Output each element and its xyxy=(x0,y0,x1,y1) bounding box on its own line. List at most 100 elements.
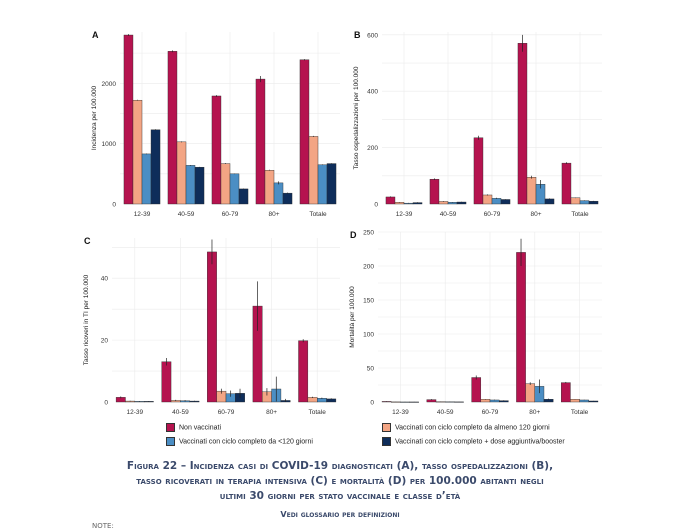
x-tick-label: Totale xyxy=(309,409,327,416)
x-tick-label: 12-39 xyxy=(396,211,413,218)
bar xyxy=(307,397,318,403)
bar xyxy=(391,401,401,403)
x-tick-label: 80+ xyxy=(529,409,540,416)
bar xyxy=(299,59,310,205)
bar xyxy=(473,137,484,205)
bar xyxy=(471,377,482,403)
legend-label-vaccinati-lt120: Vaccinati con ciclo completo da <120 gio… xyxy=(179,438,313,446)
y-tick-label: 0 xyxy=(374,202,378,209)
bar xyxy=(409,401,419,403)
panel-c: C 0 20 40 Tasso ricoveri in TI per 100.000 12… xyxy=(83,236,340,416)
bar xyxy=(561,162,572,205)
x-tick-label: Totale xyxy=(309,211,327,218)
y-tick-label: 150 xyxy=(363,298,374,305)
y-tick-label: 50 xyxy=(367,366,375,373)
x-tick-label: Totale xyxy=(571,211,589,218)
bar xyxy=(255,78,266,205)
bar xyxy=(561,382,571,403)
x-tick-label: 80+ xyxy=(268,211,279,218)
y-axis-label: Mortalità per 100.000 xyxy=(349,286,356,348)
panel-a: A 0 1000 2000 Incidenza per 100.000 12-39 40-5… xyxy=(91,30,340,218)
bar xyxy=(482,194,493,205)
legend-label-vaccinati-120: Vaccinati con ciclo completo da almeno 1… xyxy=(395,424,550,432)
x-tick-label: 60-79 xyxy=(218,409,235,416)
bar xyxy=(570,399,580,403)
figure-caption: Figura 22 – Incidenza casi di COVID-19 d… xyxy=(60,459,620,504)
legend-item-booster: Vaccinati con ciclo completo + dose aggi… xyxy=(382,437,565,446)
y-tick-label: 100 xyxy=(363,332,374,339)
bar xyxy=(141,153,152,205)
bar xyxy=(211,95,222,205)
legend-item-non-vaccinati: Non vaccinati xyxy=(166,423,221,432)
legend-swatch-booster xyxy=(382,437,391,446)
bar xyxy=(194,166,205,205)
legend-swatch-non-vaccinati xyxy=(166,423,175,432)
y-tick-label: 0 xyxy=(370,400,374,407)
bar xyxy=(454,401,464,403)
legend-swatch-vaccinati-lt120 xyxy=(166,437,175,446)
caption-line-2: tasso ricoverati in terapia intensiva (C… xyxy=(136,475,544,487)
bar xyxy=(229,173,240,205)
bar xyxy=(516,252,526,403)
x-tick-label: 40-59 xyxy=(437,409,454,416)
y-tick-label: 2000 xyxy=(102,81,117,88)
panel-letter: D xyxy=(350,230,357,240)
y-tick-label: 20 xyxy=(101,338,109,345)
x-tick-label: 40-59 xyxy=(440,211,457,218)
bar xyxy=(525,383,536,403)
bar xyxy=(264,170,275,205)
y-tick-label: 250 xyxy=(363,230,374,237)
bar xyxy=(326,163,337,205)
bar xyxy=(282,192,293,205)
y-tick-label: 1000 xyxy=(102,141,117,148)
bar xyxy=(400,401,410,403)
x-tick-label: 60-79 xyxy=(484,211,501,218)
panel-b: B 0 200 400 600 Tasso ospedalizzazioni per 10… xyxy=(353,30,602,218)
panel-letter: A xyxy=(92,30,99,40)
x-tick-label: 80+ xyxy=(530,211,541,218)
bar xyxy=(238,188,249,205)
y-tick-label: 40 xyxy=(101,276,109,283)
bar xyxy=(317,164,328,205)
x-tick-label: 12-39 xyxy=(392,409,409,416)
bar xyxy=(185,165,196,205)
bar xyxy=(588,200,599,205)
bar xyxy=(298,340,309,403)
y-tick-label: 200 xyxy=(367,145,378,152)
y-tick-label: 200 xyxy=(363,264,374,271)
x-tick-label: Totale xyxy=(571,409,589,416)
bar xyxy=(308,136,319,205)
legend-swatch-vaccinati-120 xyxy=(382,423,391,432)
bar xyxy=(570,197,581,205)
bar xyxy=(150,129,161,205)
bar xyxy=(456,201,467,205)
bar xyxy=(385,196,396,205)
caption-line-1: Figura 22 – Incidenza casi di COVID-19 d… xyxy=(126,460,554,472)
bar xyxy=(176,141,187,205)
panel-letter: B xyxy=(354,30,361,40)
bar xyxy=(491,198,502,205)
bar xyxy=(579,399,589,403)
bar xyxy=(132,99,143,205)
bar xyxy=(517,43,528,205)
legend-item-vaccinati-120: Vaccinati con ciclo completo da almeno 1… xyxy=(382,423,550,432)
panel-d: D 0 50 100 150 200 250 Mortalità per 100.000 12-… xyxy=(349,230,602,416)
bar xyxy=(207,251,217,403)
bar xyxy=(588,400,599,403)
legend-item-vaccinati-lt120: Vaccinati con ciclo completo da <120 gio… xyxy=(166,437,313,446)
y-tick-label: 400 xyxy=(367,89,378,96)
x-tick-label: 60-79 xyxy=(222,211,239,218)
y-axis-label: Tasso ospedalizzazioni per 100.000 xyxy=(353,66,360,169)
y-tick-label: 600 xyxy=(367,32,378,39)
bar xyxy=(544,198,555,205)
bar xyxy=(429,178,440,205)
x-tick-label: 80+ xyxy=(266,409,277,416)
x-tick-label: 12-39 xyxy=(134,211,151,218)
bar xyxy=(273,182,284,205)
bar xyxy=(220,163,231,205)
bar xyxy=(480,399,491,403)
x-tick-label: 12-39 xyxy=(126,409,143,416)
x-tick-label: 60-79 xyxy=(482,409,499,416)
note-label: NOTE: xyxy=(92,522,114,530)
